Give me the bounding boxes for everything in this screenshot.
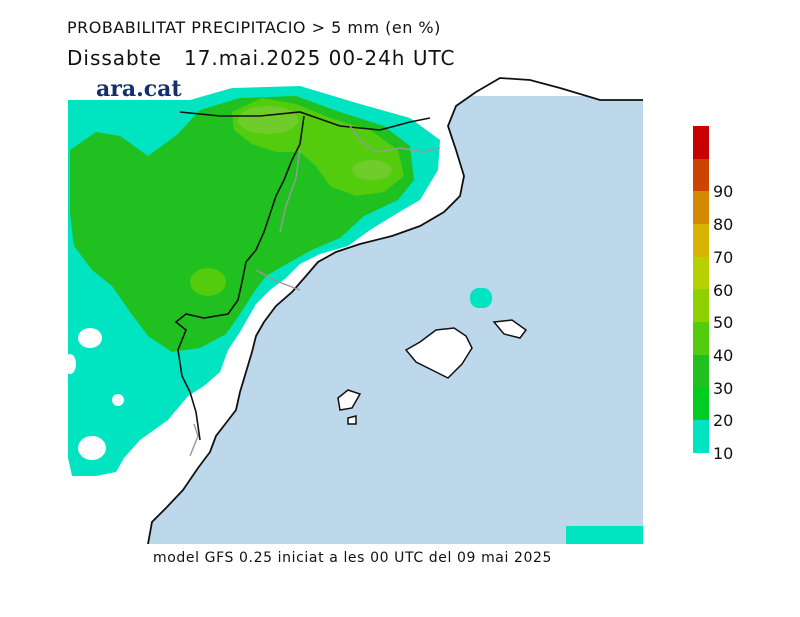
page-title: PROBABILITAT PRECIPITACIO > 5 mm (en %) [67,18,441,37]
legend-tick-label: 60 [713,280,734,300]
catalonia-aragon-border [174,115,305,441]
model-run-info: model GFS 0.25 iniciat a les 00 UTC del … [153,550,553,566]
coastline [147,77,643,545]
formentera-island [347,415,357,425]
legend-swatch [693,224,709,257]
balearic-islands [337,319,528,425]
legend-swatch [693,158,709,192]
legend-swatch [693,191,709,225]
legend-tick-label: 80 [713,215,734,235]
legend-swatch [693,387,709,421]
mallorca-island [404,327,473,379]
forecast-date: Dissabte 17.mai.2025 00-24h UTC [67,46,456,70]
legend-swatch [693,322,709,355]
legend-tick-label: 50 [713,313,734,333]
legend-tick-label: 40 [713,345,734,365]
legend-tick-label: 70 [713,247,734,267]
legend-swatch [693,289,709,323]
color-legend: 10 20 30 40 50 60 70 80 90 [693,126,733,463]
legend-swatch [693,126,709,159]
menorca-island [492,319,528,339]
provincial-boundaries [189,125,441,457]
legend-tick-label: 30 [713,378,734,398]
legend-tick-label: 20 [713,411,734,431]
ibiza-island [337,389,362,411]
legend-tick-label: 10 [713,444,734,463]
borders [174,111,431,441]
pyrenees-border [179,111,431,131]
legend-swatch [693,354,709,388]
brand-logo: ara.cat [96,76,182,102]
legend-tick-label: 90 [713,182,734,202]
legend-swatch [693,256,709,290]
legend-swatch [693,420,709,453]
sea-area [148,78,643,544]
